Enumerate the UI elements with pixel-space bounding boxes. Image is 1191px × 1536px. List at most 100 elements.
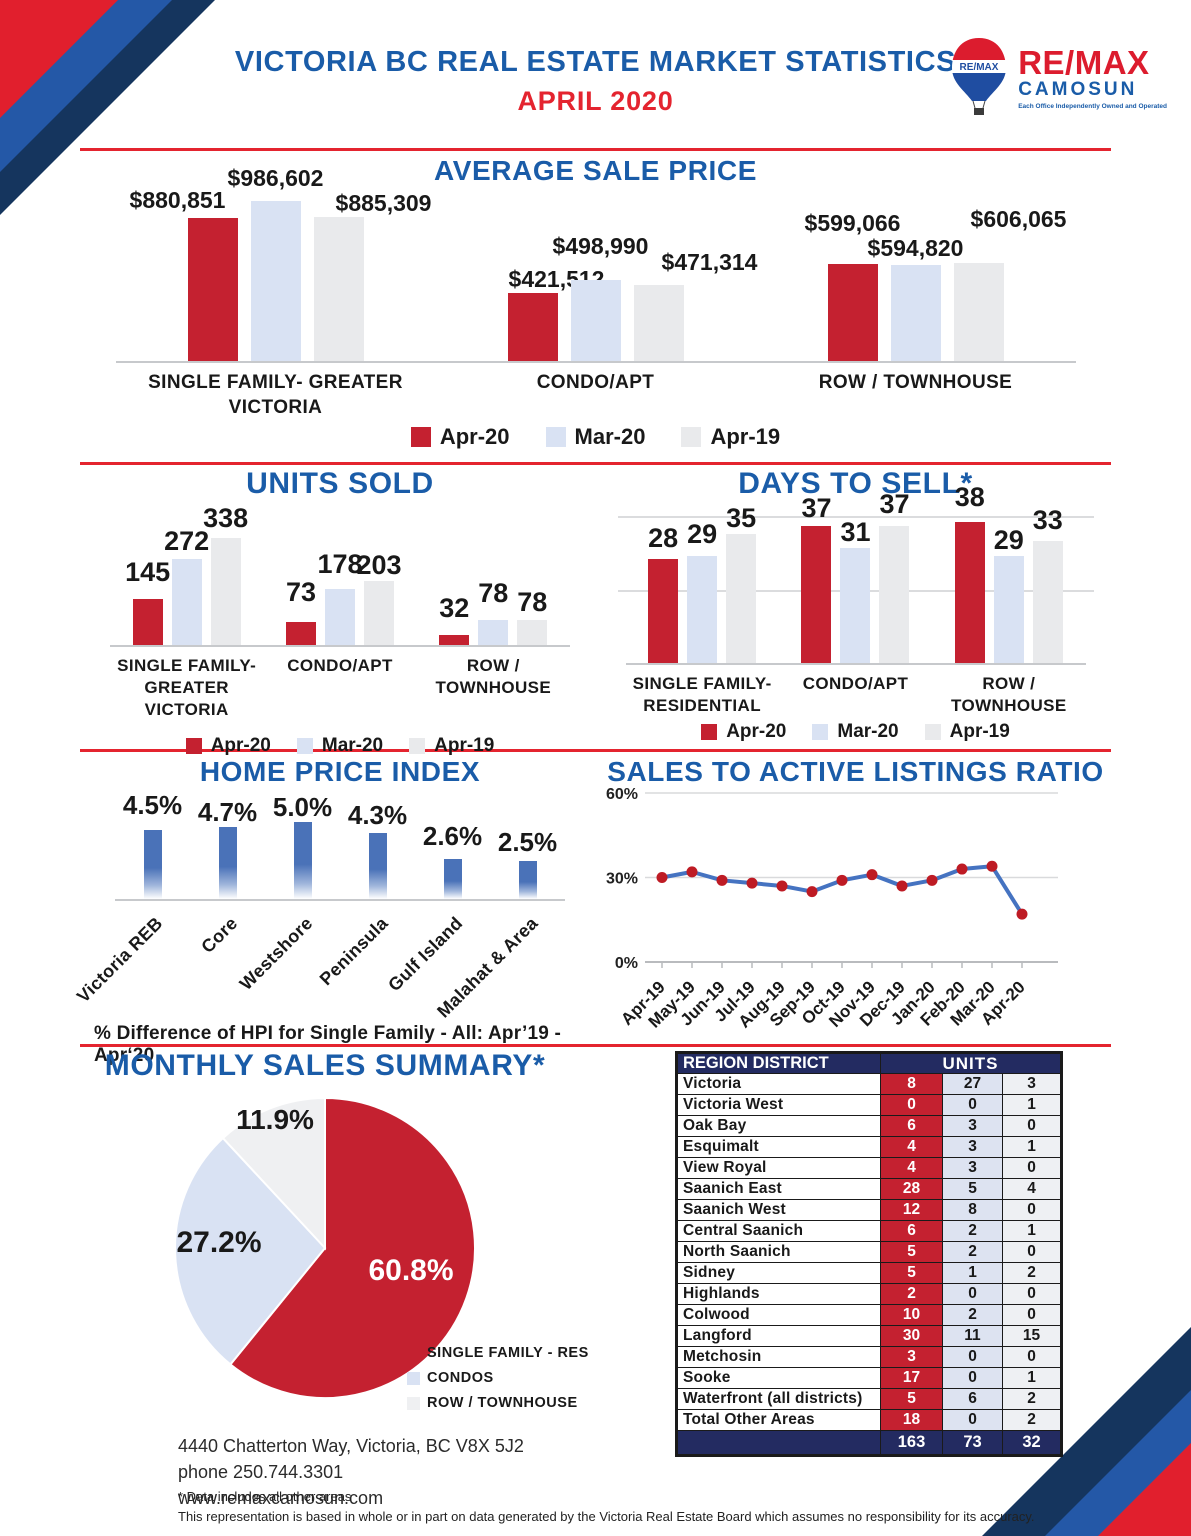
bar-mar-20 [570,280,621,361]
legend-item-mar-20: Mar-20 [812,721,899,743]
legend-swatch-icon [924,724,941,741]
bar-value-label: 2.5% [497,826,558,857]
divider [80,148,1111,151]
hpi-bar [293,822,312,899]
section-average-sale-price: AVERAGE SALE PRICE $880,851 $986,602 $885,… [0,155,1191,462]
region-name-cell: Esquimalt [676,1136,881,1158]
chart-title-sales-ratio: SALES TO ACTIVE LISTINGS RATIO [607,756,1104,787]
line-chart-svg: 0%30%60%Apr-19May-19Jun-19Jul-19Aug-19Se… [606,786,1058,1032]
pie-legend: SINGLE FAMILY - RES CONDOS ROW / TOWNHOU… [407,1345,589,1420]
units-cell: 2 [880,1283,943,1305]
hpi-category-label: Core [197,913,242,957]
bar-slot: $421,512 [507,267,604,361]
bar-value-label: $471,314 [661,248,758,275]
units-cell: 6 [942,1388,1003,1410]
y-tick-label: 0% [615,955,638,972]
pie-label-row-townhouse: 11.9% [236,1104,314,1135]
days-to-sell-chart: 28 29 35 37 31 37 38 29 33 SINGLE FAMILY- RESIDEN… [600,484,1111,717]
bar-group: 28 29 35 [626,504,779,663]
sales-ratio-line-chart: 0% 30% 60% Apr-19 May-19 Jun-19 Jul-19 Aug-19 Se… [600,786,1111,1061]
hpi-bar [143,829,162,899]
bar-slot: 29 [687,520,717,663]
section-units-days: UNITS SOLD 145 272 338 73 178 203 32 78 78 SINGLE… [0,465,1191,756]
bar-group: $599,066 $594,820 $606,065 [756,207,1076,361]
units-cell: 5 [880,1388,943,1410]
days-to-sell-legend: Apr-20 Mar-20 Apr-19 [600,721,1111,743]
units-cell: 8 [880,1073,943,1095]
units-cell: 2 [1002,1409,1062,1431]
bar-apr-19 [363,580,394,645]
bar-value-label: 2.6% [422,820,483,851]
bar-mar-20 [840,548,871,663]
bar-slot: $471,314 [633,250,757,361]
average-sale-price-legend: Apr-20 Mar-20 Apr-19 [0,424,1191,450]
pie-chart-graphic [174,1096,476,1399]
total-empty-cell [676,1430,881,1456]
bar-slot: $594,820 [868,236,963,361]
category-label: SINGLE FAMILY- GREATER VICTORIA [117,656,257,720]
hpi-bar [218,826,237,899]
hpi-plot: 4.5% 4.7% 5.0% 4.3% 2.6% 2.5% [115,792,565,901]
bar-slot: 32 [439,594,469,645]
data-point-marker [746,877,758,889]
bar-value-label: 35 [726,502,757,533]
bar-slot: $599,066 [805,211,900,361]
chart-plot: 145 272 338 73 178 203 32 78 78 [110,505,570,647]
units-cell: 18 [880,1409,943,1431]
legend-label: Mar-20 [837,721,899,743]
legend-item-mar-20: Mar-20 [545,424,645,450]
bar-slot: 38 [955,484,985,663]
remax-wordmark: RE/MAX CAMOSUN Each Office Independently… [1018,46,1167,111]
bar-value-label: 178 [317,548,363,579]
office-website-link[interactable]: www.remaxcamosun.com [178,1488,384,1509]
units-cell: 0 [1002,1346,1062,1368]
legend-swatch-icon [701,724,718,741]
hpi-bar [443,858,462,899]
pie-legend-item: SINGLE FAMILY - RES [407,1345,589,1361]
hpi-bar [518,860,537,899]
bar-slot: $880,851 [130,189,238,361]
units-cell: 1 [942,1262,1003,1284]
pie-slice-1 [228,1096,476,1399]
table-row: Saanich East 28 5 4 [676,1178,1062,1200]
region-district-table: REGION DISTRICT UNITS Victoria 8 27 3 Victoria… [675,1051,1063,1457]
bar-value-label: 272 [164,525,210,556]
table-row: Saanich West 12 8 0 [676,1199,1062,1221]
bar-value-label: 4.5% [122,789,183,820]
bar-slot: 33 [1033,506,1063,663]
legend-swatch-icon [545,427,566,448]
chart-plot: $880,851 $986,602 $885,309 $421,512 $498,990… [115,167,1076,363]
data-point-marker [866,869,878,881]
legend-item-apr-20: Apr-20 [410,424,510,450]
bar-value-label: 32 [439,592,470,623]
table-row: Central Saanich 6 2 1 [676,1220,1062,1242]
hpi-bar-group: 4.7% [190,799,265,899]
region-name-cell: View Royal [676,1157,881,1179]
total-units-cell: 32 [1002,1430,1062,1456]
bar-groups: 145 272 338 73 178 203 32 78 78 [110,505,570,647]
bar-slot: 338 [203,505,248,645]
legend-label: Apr-20 [726,721,787,743]
home-price-index-chart: 4.5% 4.7% 5.0% 4.3% 2.6% 2.5% Victoria REB Core… [73,792,600,1022]
table-row: North Saanich 5 2 0 [676,1241,1062,1263]
table-header-region: REGION DISTRICT [676,1052,881,1074]
units-cell: 27 [942,1073,1003,1095]
chart-title-home-price-index: HOME PRICE INDEX [199,756,481,787]
hpi-bar-group: 2.5% [490,829,565,899]
region-name-cell: Total Other Areas [676,1409,881,1431]
bar-apr-19 [726,533,757,663]
bar-apr-19 [210,538,241,645]
bar-group: 145 272 338 [110,505,263,645]
legend-swatch-red [407,1346,420,1360]
bar-value-label: 29 [687,518,718,549]
category-axis: SINGLE FAMILY- GREATER VICTORIA CONDO/APT… [110,655,570,721]
units-cell: 0 [942,1409,1003,1431]
category-label: ROW / TOWNHOUSE [950,674,1067,716]
bar-group: 38 29 33 [932,484,1085,663]
region-name-cell: Saanich East [676,1178,881,1200]
office-address-block: 4440 Chatterton Way, Victoria, BC V8X 5J… [178,1433,640,1511]
category-label: CONDO/APT [287,656,393,675]
legend-swatch-icon [681,427,702,448]
table-row: Metchosin 3 0 0 [676,1346,1062,1368]
